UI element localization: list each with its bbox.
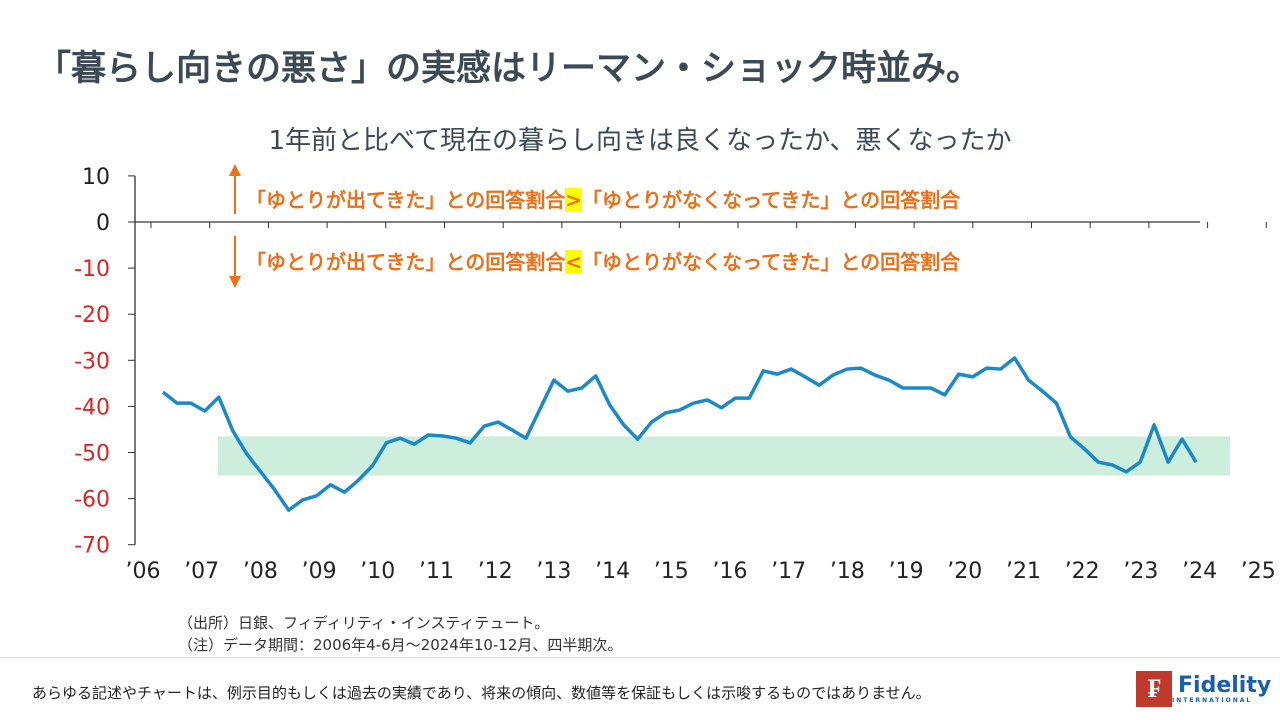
y-tick-label: -50 (74, 442, 110, 467)
y-tick-label: 0 (96, 211, 110, 236)
annotation-upper-b: 「ゆとりがなくなってきた」との回答割合 (581, 188, 961, 212)
x-tick-label: ’06 (126, 559, 161, 584)
y-tick-label: -60 (74, 488, 110, 513)
x-tick-label: ’25 (1241, 559, 1276, 584)
x-tick-label: ’24 (1182, 559, 1217, 584)
x-tick-label: ’07 (184, 559, 219, 584)
x-tick-label: ’15 (654, 559, 689, 584)
y-tick-label: -20 (74, 303, 110, 328)
y-tick-label: -30 (74, 349, 110, 374)
x-tick-label: ’12 (478, 559, 513, 584)
fidelity-logo: ₣ Fidelity INTERNATIONAL (1136, 671, 1271, 707)
period-note: （注）データ期間：2006年4-6月～2024年10-12月、四半期次。 (178, 636, 623, 654)
annotation-lower: 「ゆとりが出てきた」との回答割合<「ゆとりがなくなってきた」との回答割合 (246, 246, 960, 275)
y-tick-label: -10 (74, 257, 110, 282)
x-tick-label: ’13 (536, 559, 571, 584)
x-tick-label: ’18 (830, 559, 865, 584)
logo-mark: ₣ (1136, 671, 1172, 707)
chart-title: 1年前と比べて現在の暮らし向きは良くなったか、悪くなったか (268, 126, 1012, 156)
disclaimer: あらゆる記述やチャートは、例示目的もしくは過去の実績であり、将来の傾向、数値等を… (32, 684, 931, 702)
y-tick-label: 10 (82, 165, 110, 190)
data-line (161, 356, 1198, 512)
logo-sub: INTERNATIONAL (1172, 696, 1253, 704)
down-arrowhead-icon (229, 276, 241, 288)
y-tick-label: -40 (74, 395, 110, 420)
footer-divider (0, 657, 1280, 658)
source-note: （出所）日銀、フィディリティ・インスティテュート。 (178, 614, 550, 632)
x-tick-label: ’08 (243, 559, 278, 584)
notes: （出所）日銀、フィディリティ・インスティテュート。 （注）データ期間：2006年… (178, 612, 622, 656)
page-title: 「暮らし向きの悪さ」の実感はリーマン・ショック時並み。 (36, 49, 982, 89)
x-tick-label: ’14 (595, 559, 630, 584)
annotation-upper-operator: > (565, 188, 582, 212)
x-tick-label: ’09 (302, 559, 337, 584)
logo-name: Fidelity (1178, 672, 1272, 698)
annotation-lower-b: 「ゆとりがなくなってきた」との回答割合 (581, 250, 961, 274)
x-tick-label: ’23 (1123, 559, 1158, 584)
x-tick-label: ’20 (947, 559, 982, 584)
annotation-lower-a: 「ゆとりが出てきた」との回答割合 (246, 250, 566, 274)
x-tick-label: ’16 (713, 559, 748, 584)
y-tick-label: -70 (74, 534, 110, 559)
annotation-upper-a: 「ゆとりが出てきた」との回答割合 (246, 188, 566, 212)
line-chart: 10 0 -10 -20 -30 -40 -50 -60 -70 ’06 ’07 ’08 ’09 ’10 ’… (74, 164, 1276, 584)
x-tick-label: ’21 (1006, 559, 1041, 584)
x-tick-label: ’17 (771, 559, 806, 584)
annotation-upper: 「ゆとりが出てきた」との回答割合>「ゆとりがなくなってきた」との回答割合 (246, 184, 960, 213)
x-tick-label: ’11 (419, 559, 454, 584)
annotation-lower-operator: < (565, 250, 582, 274)
x-tick-label: ’19 (889, 559, 924, 584)
x-tick-label: ’22 (1065, 559, 1100, 584)
up-arrowhead-icon (229, 164, 241, 176)
x-tick-label: ’10 (360, 559, 395, 584)
